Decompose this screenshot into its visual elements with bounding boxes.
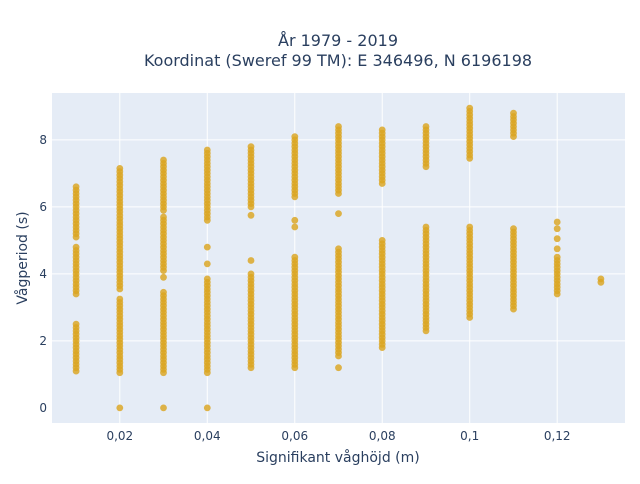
x-tick-label: 0,12 [544, 429, 571, 443]
data-point [160, 404, 167, 412]
chart-title: År 1979 - 2019 [278, 31, 398, 50]
data-point [247, 143, 255, 151]
y-tick-label: 0 [39, 401, 47, 415]
y-axis-title: Vågperiod (s) [14, 211, 31, 304]
chart-subtitle: Koordinat (Sweref 99 TM): E 346496, N 61… [144, 51, 532, 70]
x-tick-labels: 0,02 0,04 0,06 0,08 0,1 0,12 [106, 429, 570, 443]
data-point [335, 210, 342, 218]
data-point [466, 223, 474, 231]
data-point [553, 253, 561, 261]
x-tick-label: 0,08 [369, 429, 396, 443]
y-tick-labels: 0 2 4 6 8 [39, 133, 47, 415]
data-point [72, 183, 80, 191]
x-tick-label: 0,06 [281, 429, 308, 443]
data-point [422, 123, 430, 130]
data-point [510, 109, 517, 117]
x-tick-label: 0,02 [106, 429, 133, 443]
data-point [116, 295, 124, 303]
data-point [553, 245, 561, 253]
data-point [335, 123, 342, 130]
y-tick-label: 2 [39, 334, 47, 348]
data-point [510, 225, 517, 233]
data-point [291, 253, 299, 261]
data-point [116, 165, 124, 172]
x-tick-label: 0,04 [194, 429, 221, 443]
data-point [291, 216, 299, 224]
data-point [553, 218, 561, 226]
data-point [116, 404, 124, 412]
x-axis-title: Signifikant våghöjd (m) [256, 449, 419, 466]
data-point [203, 146, 211, 154]
data-point [335, 245, 342, 253]
data-point [378, 126, 386, 134]
data-point [553, 235, 561, 243]
data-point [553, 225, 561, 233]
data-markers [72, 104, 605, 412]
data-point [160, 288, 167, 296]
data-point [247, 211, 255, 219]
data-point [597, 275, 605, 283]
y-tick-label: 8 [39, 133, 47, 147]
data-point [247, 257, 255, 264]
data-point [422, 223, 430, 231]
data-point [203, 404, 211, 412]
data-point [466, 104, 474, 112]
data-point [291, 223, 299, 231]
y-tick-label: 4 [39, 267, 47, 281]
data-point [72, 243, 80, 251]
x-tick-label: 0,1 [460, 429, 479, 443]
data-point [160, 273, 167, 281]
data-point [247, 270, 255, 278]
data-point [291, 133, 299, 141]
data-point [160, 213, 167, 221]
y-tick-label: 6 [39, 200, 47, 214]
data-point [203, 260, 211, 268]
data-point [203, 275, 211, 283]
data-point [335, 364, 342, 372]
data-point [378, 237, 386, 244]
data-point [203, 243, 211, 251]
data-point [160, 156, 167, 164]
data-point [72, 320, 80, 328]
